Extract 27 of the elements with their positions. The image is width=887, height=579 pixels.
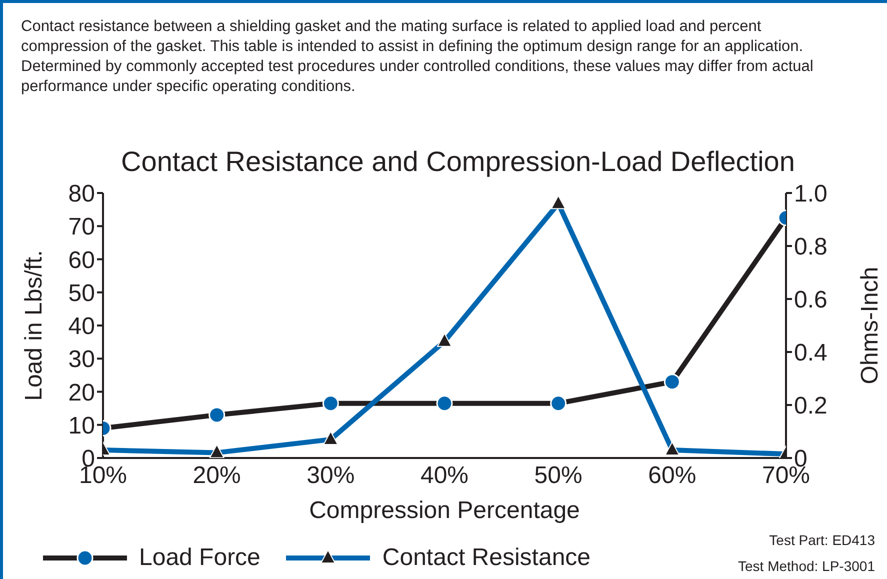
text: Contact resistance between a shielding gasket and the mating surface is related to applied load and percent compression of the gasket. This table is intended to assist in defining the optimum design range for an application. Determined by commonly accepted test procedures under controlled conditions, these values may differ from actual performance under specific operating conditions. xyxy=(21,17,814,97)
y-tick-label: 20 xyxy=(68,379,95,406)
y2-tick-label: 0.4 xyxy=(794,340,828,367)
legend-label: Load Force xyxy=(139,544,260,572)
y-tick-label: 80 xyxy=(68,180,95,208)
chart-title: Contact Resistance and Compression-Load Deflection xyxy=(120,146,796,178)
y-tick-label: 60 xyxy=(68,246,95,274)
legend-label: Contact Resistance xyxy=(382,544,591,572)
x-tick-label: 20% xyxy=(192,462,241,490)
text: Test Part: ED413 xyxy=(768,531,875,550)
y2-tick-label: 1.0 xyxy=(794,180,828,208)
y2-axis-title: Ohms-Inch xyxy=(856,266,884,384)
y-tick-label: 70 xyxy=(68,214,95,241)
y-tick-label: 10 xyxy=(68,412,95,440)
y2-tick-label: 0.6 xyxy=(794,286,828,314)
y-tick-label: 40 xyxy=(68,313,95,340)
y2-tick-label: 0.8 xyxy=(794,234,828,261)
y2-tick-label: 0.2 xyxy=(794,392,828,420)
y-axis-title: Load in Lbs/ft. xyxy=(20,250,48,401)
x-tick-label: 30% xyxy=(306,462,355,490)
y-tick-label: 50 xyxy=(68,280,95,307)
text: Test Method: LP-3001 xyxy=(738,557,875,576)
x-axis-title: Compression Percentage xyxy=(308,497,581,525)
y-tick-label: 30 xyxy=(68,346,95,374)
x-tick-label: 40% xyxy=(420,462,469,490)
x-tick-label: 50% xyxy=(534,462,582,490)
x-tick-label: 60% xyxy=(648,462,696,490)
